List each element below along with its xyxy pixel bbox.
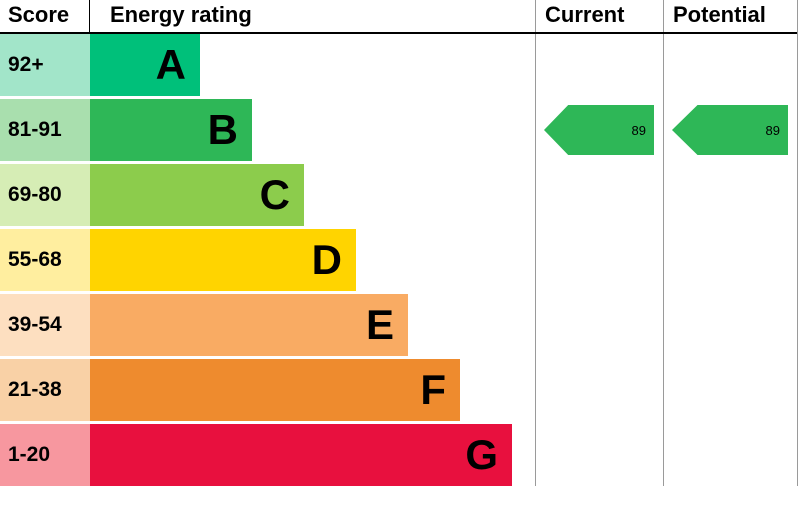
band-row-c: 69-80 C <box>0 164 512 226</box>
score-range: 55-68 <box>0 229 90 291</box>
score-range: 39-54 <box>0 294 90 356</box>
band-row-d: 55-68 D <box>0 229 512 291</box>
band-bar: A <box>90 34 200 96</box>
band-row-f: 21-38 F <box>0 359 512 421</box>
band-letter: D <box>311 236 342 283</box>
band-bar: D <box>90 229 356 291</box>
score-range: 21-38 <box>0 359 90 421</box>
column-divider-current <box>535 0 536 486</box>
band-letter: C <box>259 171 290 218</box>
potential-value: 89 <box>765 122 780 138</box>
score-header: Score <box>0 0 90 32</box>
band-letter: E <box>365 301 394 348</box>
band-bar: B <box>90 99 252 161</box>
band-row-a: 92+ A <box>0 34 512 96</box>
score-range: 92+ <box>0 34 90 96</box>
potential-header: Potential <box>673 2 766 27</box>
current-arrow: 89 <box>544 105 654 155</box>
band-bar: E <box>90 294 408 356</box>
band-row-g: 1-20 G <box>0 424 512 486</box>
rating-bands: 92+ A 81-91 B 69-80 C 55-68 D 39-54 <box>0 34 512 489</box>
chart-header-row: Score Energy rating Current Potential <box>0 0 797 34</box>
score-range: 69-80 <box>0 164 90 226</box>
column-divider-right-edge <box>797 0 798 486</box>
band-letter: A <box>155 41 186 88</box>
current-value: 89 <box>631 122 646 138</box>
band-row-e: 39-54 E <box>0 294 512 356</box>
band-letter: B <box>207 106 238 153</box>
potential-arrow: 89 <box>672 105 788 155</box>
column-divider-potential <box>663 0 664 486</box>
band-bar: G <box>90 424 512 486</box>
current-header: Current <box>545 2 625 27</box>
energy-rating-header: Energy rating <box>110 2 252 27</box>
band-bar: F <box>90 359 460 421</box>
score-range: 81-91 <box>0 99 90 161</box>
score-range: 1-20 <box>0 424 90 486</box>
band-letter: G <box>465 431 498 478</box>
potential-column: 89 <box>664 0 797 486</box>
band-row-b: 81-91 B <box>0 99 512 161</box>
current-column: 89 <box>536 0 663 486</box>
band-bar: C <box>90 164 304 226</box>
band-letter: F <box>420 366 446 413</box>
